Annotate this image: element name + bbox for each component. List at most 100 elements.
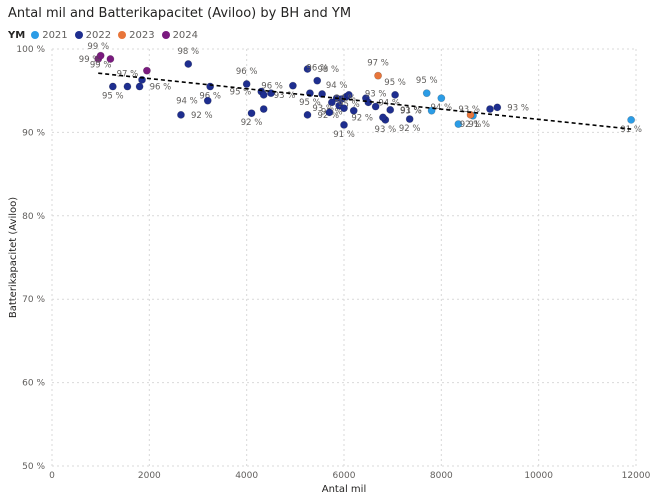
data-point-2022[interactable] bbox=[391, 90, 399, 99]
data-point-2022[interactable] bbox=[493, 103, 502, 112]
data-label: 93 % bbox=[365, 90, 387, 100]
data-point-2021[interactable] bbox=[437, 94, 446, 103]
data-point-2022[interactable] bbox=[203, 96, 212, 105]
data-label: 97 % bbox=[117, 70, 139, 80]
data-point-2022[interactable] bbox=[177, 110, 185, 119]
data-label: 93 % bbox=[375, 125, 397, 135]
data-point-2021[interactable] bbox=[454, 120, 463, 128]
y-tick-label: 50 % bbox=[22, 462, 45, 472]
data-label: 95 % bbox=[338, 100, 360, 110]
data-point-2022[interactable] bbox=[123, 82, 132, 91]
data-label: 93 % bbox=[458, 105, 480, 115]
data-label: 93 % bbox=[400, 107, 422, 117]
data-point-2022[interactable] bbox=[371, 102, 380, 111]
data-point-2023[interactable] bbox=[374, 71, 382, 80]
data-point-2022[interactable] bbox=[325, 108, 334, 117]
data-label: 96 % bbox=[261, 82, 283, 92]
data-label: 95 % bbox=[102, 92, 124, 102]
data-label: 94 % bbox=[176, 97, 198, 107]
data-point-2022[interactable] bbox=[108, 82, 117, 91]
data-point-2024[interactable] bbox=[106, 55, 115, 63]
data-label: 98 % bbox=[318, 65, 340, 75]
legend-dot-icon bbox=[118, 31, 127, 39]
data-point-2022[interactable] bbox=[318, 90, 326, 98]
x-tick-label: 4000 bbox=[235, 471, 258, 481]
data-label: 91 % bbox=[620, 125, 642, 135]
data-point-2024[interactable] bbox=[142, 66, 151, 75]
data-label: 92 % bbox=[191, 111, 213, 121]
data-label: 91 % bbox=[333, 130, 355, 140]
data-point-2022[interactable] bbox=[247, 109, 256, 118]
legend-item-2022[interactable]: 2022 bbox=[74, 29, 112, 41]
legend-label: 2024 bbox=[172, 29, 199, 41]
data-point-2022[interactable] bbox=[242, 80, 251, 88]
data-label: 95 % bbox=[299, 98, 321, 108]
y-tick-label: 70 % bbox=[22, 295, 45, 305]
data-point-2022[interactable] bbox=[288, 81, 297, 90]
trendline bbox=[98, 72, 632, 130]
legend-title: YM bbox=[8, 29, 26, 41]
data-point-2022[interactable] bbox=[486, 105, 494, 113]
data-point-2022[interactable] bbox=[313, 76, 322, 85]
data-point-2022[interactable] bbox=[303, 110, 312, 119]
x-tick-label: 10000 bbox=[524, 471, 553, 481]
data-label: 91 % bbox=[400, 106, 422, 116]
data-point-2022[interactable] bbox=[405, 115, 414, 123]
data-label: 96 % bbox=[150, 83, 172, 93]
legend-dot-icon bbox=[31, 31, 40, 39]
data-label: 96 % bbox=[236, 67, 258, 77]
data-label: 92 % bbox=[460, 120, 482, 130]
data-point-2022[interactable] bbox=[349, 106, 358, 115]
data-label: 94 % bbox=[378, 98, 400, 108]
data-label: 92 % bbox=[241, 118, 263, 128]
data-point-2022[interactable] bbox=[340, 104, 348, 113]
y-tick-label: 100 % bbox=[16, 45, 45, 55]
data-point-2023[interactable] bbox=[466, 110, 475, 119]
data-point-2024[interactable] bbox=[96, 51, 105, 60]
y-tick-label: 90 % bbox=[22, 128, 45, 138]
data-label: 96 % bbox=[199, 92, 221, 102]
legend-dot-icon bbox=[161, 31, 170, 39]
y-tick-label: 60 % bbox=[22, 379, 45, 389]
data-label: 91 % bbox=[468, 120, 490, 130]
data-label: 95 % bbox=[384, 78, 406, 88]
data-label: 94 % bbox=[326, 81, 348, 91]
legend-dot-icon bbox=[74, 31, 83, 39]
data-point-2022[interactable] bbox=[344, 90, 353, 99]
data-point-2022[interactable] bbox=[184, 60, 193, 68]
x-axis-title: Antal mil bbox=[322, 484, 366, 495]
data-point-2022[interactable] bbox=[340, 120, 348, 129]
data-point-2022[interactable] bbox=[379, 113, 387, 122]
data-point-2022[interactable] bbox=[259, 90, 268, 99]
legend-label: 2023 bbox=[129, 29, 155, 41]
legend-label: 2022 bbox=[85, 29, 112, 41]
data-point-2022[interactable] bbox=[327, 98, 336, 107]
x-tick-label: 6000 bbox=[333, 471, 356, 481]
y-tick-label: 80 % bbox=[22, 212, 45, 222]
data-point-2021[interactable] bbox=[627, 115, 636, 124]
x-tick-label: 2000 bbox=[138, 471, 161, 481]
y-axis-title: Batterikapacitet (Aviloo) bbox=[8, 197, 19, 318]
chart-title: Antal mil and Batterikapacitet (Aviloo) … bbox=[8, 6, 352, 21]
data-label: 99 % bbox=[87, 42, 109, 52]
data-point-2022[interactable] bbox=[135, 82, 144, 91]
legend: YM 2021 2022 2023 2024 bbox=[8, 28, 205, 42]
data-point-2021[interactable] bbox=[422, 89, 431, 98]
x-tick-label: 0 bbox=[49, 471, 55, 481]
data-label: 93 % bbox=[312, 104, 334, 114]
legend-item-2024[interactable]: 2024 bbox=[161, 29, 199, 41]
legend-item-2023[interactable]: 2023 bbox=[118, 29, 155, 41]
data-point-2022[interactable] bbox=[206, 82, 215, 91]
legend-item-2021[interactable]: 2021 bbox=[31, 29, 68, 41]
data-label: 93 % bbox=[507, 103, 529, 113]
data-point-2022[interactable] bbox=[259, 105, 268, 113]
data-point-2022[interactable] bbox=[386, 105, 395, 114]
data-label: 93 % bbox=[274, 91, 296, 101]
x-tick-label: 8000 bbox=[430, 471, 453, 481]
data-label: 92 % bbox=[351, 113, 373, 123]
legend-label: 2021 bbox=[42, 29, 68, 41]
data-label: 99 % bbox=[90, 61, 112, 71]
data-point-2022[interactable] bbox=[303, 65, 312, 73]
data-label: 94 % bbox=[431, 103, 453, 113]
